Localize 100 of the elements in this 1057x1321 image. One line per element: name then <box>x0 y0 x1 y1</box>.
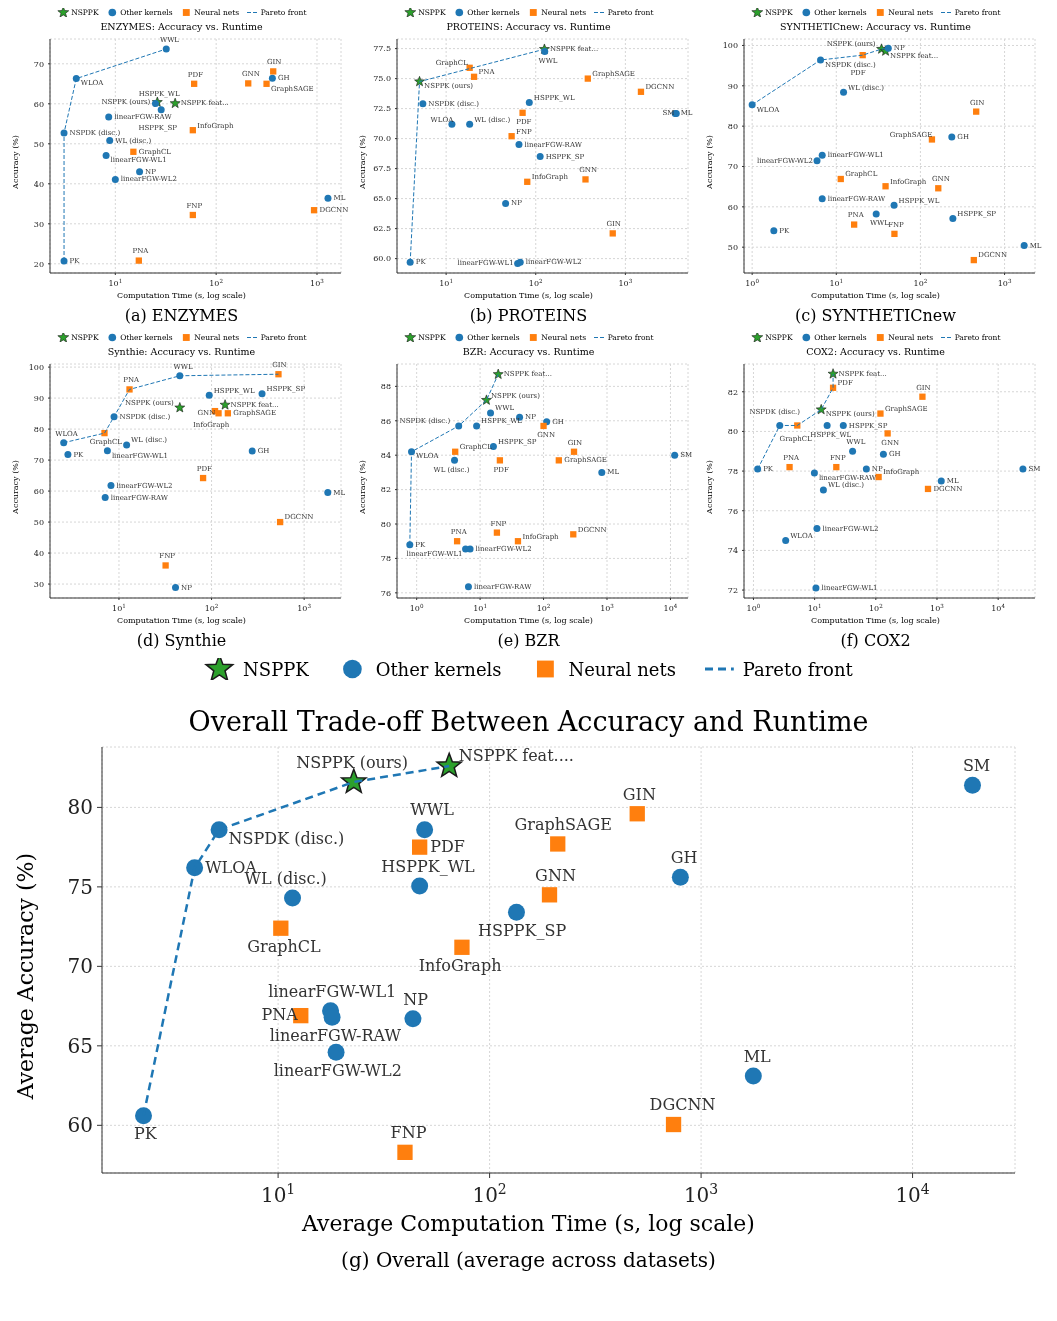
y-tick-label: 80 <box>727 121 738 131</box>
x-tick-label: 10$^{2}$ <box>208 277 223 288</box>
annotation: GH <box>670 848 698 868</box>
x-tick-label: 10$^{2}$ <box>204 602 219 613</box>
chart-title: SYNTHETICnew: Accuracy vs. Runtime <box>780 21 971 32</box>
annotation: linearFGW-WL2 <box>273 1060 402 1080</box>
x-tick-label: 10$^{4}$ <box>894 1181 930 1207</box>
x-tick-label: 10$^{2}$ <box>528 277 543 288</box>
y-tick-label: 70.0 <box>372 134 391 144</box>
y-tick-label: 78 <box>380 554 391 564</box>
y-axis-title: Accuracy (%) <box>357 135 367 189</box>
annotation: PK <box>133 1124 158 1144</box>
y-tick-label: 84 <box>380 450 391 460</box>
x-tick-label: 10$^{2}$ <box>868 602 883 613</box>
legend-label: Other kernels <box>375 658 502 680</box>
chart-title: COX2: Accuracy vs. Runtime <box>806 346 945 357</box>
x-tick-label: 10$^{3}$ <box>617 277 633 288</box>
x-axis-title: Computation Time (s, log scale) <box>117 616 246 625</box>
text: (a) ENZYMES <box>124 306 239 325</box>
y-tick-label: 67.5 <box>372 164 391 174</box>
x-tick-label: 10$^{0}$ <box>746 602 761 613</box>
y-tick-label: 78 <box>727 466 738 476</box>
annotation: GraphCL <box>246 936 321 956</box>
annotation: linearFGW-RAW <box>269 1025 401 1045</box>
y-tick-label: 75 <box>67 874 93 899</box>
legend-label: Pareto front <box>742 658 853 680</box>
text: (f) COX2 <box>840 631 911 650</box>
x-tick-label: 10$^{1}$ <box>807 602 822 613</box>
annotation: DGCNN <box>649 1095 715 1115</box>
y-tick-label: 76 <box>380 588 391 598</box>
x-tick-label: 10$^{3}$ <box>599 602 614 613</box>
y-axis-title: Accuracy (%) <box>10 460 20 514</box>
y-tick-label: 60.0 <box>372 254 391 264</box>
annotation: HSPPK_WL <box>380 856 475 876</box>
annotation: NSPPK (ours) <box>295 752 408 772</box>
y-tick-label: 40 <box>33 179 44 189</box>
annotation: GraphSAGE <box>514 814 612 834</box>
x-tick-label: 10$^{3}$ <box>997 277 1012 288</box>
y-tick-label: 62.5 <box>372 224 391 234</box>
y-tick-label: 60 <box>33 99 44 109</box>
annotation: GIN <box>622 784 656 804</box>
x-tick-label: 10$^{1}$ <box>472 602 487 613</box>
text: (e) BZR <box>497 631 560 650</box>
y-tick-label: 82 <box>727 387 738 397</box>
y-tick-label: 80 <box>380 519 391 529</box>
y-tick-label: 90 <box>33 393 44 403</box>
x-tick-label: 10$^{3}$ <box>296 602 311 613</box>
x-axis-title: Computation Time (s, log scale) <box>464 616 593 625</box>
x-tick-label: 10$^{3}$ <box>929 602 944 613</box>
y-tick-label: 60 <box>727 202 738 212</box>
x-axis-title: Average Computation Time (s, log scale) <box>302 1211 755 1236</box>
y-tick-label: 88 <box>380 382 391 392</box>
x-tick-label: 10$^{4}$ <box>663 602 678 613</box>
x-axis-title: Computation Time (s, log scale) <box>811 291 940 300</box>
y-tick-label: 65 <box>67 1033 93 1058</box>
y-tick-label: 50 <box>33 517 44 527</box>
annotation: linearFGW-WL1 <box>267 981 396 1001</box>
y-tick-label: 80 <box>67 795 93 820</box>
chart-title: BZR: Accuracy vs. Runtime <box>462 346 595 357</box>
x-tick-label: 10$^{2}$ <box>913 277 928 288</box>
x-tick-label: 10$^{2}$ <box>536 602 551 613</box>
annotation: ML <box>743 1046 771 1066</box>
y-tick-label: 77.5 <box>372 44 391 54</box>
y-axis-title: Accuracy (%) <box>704 460 714 514</box>
annotation: NSPPK feat.... <box>458 746 574 766</box>
y-tick-label: 70 <box>727 162 738 172</box>
annotation: InfoGraph <box>418 955 501 975</box>
y-tick-label: 60 <box>33 486 44 496</box>
y-tick-label: 30 <box>33 219 44 229</box>
y-tick-label: 75.0 <box>372 74 391 84</box>
annotation: WWL <box>409 800 454 820</box>
y-tick-label: 72.5 <box>372 104 391 114</box>
annotation: PDF <box>429 836 465 856</box>
y-axis-title: Average Accuracy (%) <box>12 852 38 1100</box>
text: (d) Synthie <box>136 631 227 650</box>
legend-label: NSPPK <box>243 658 309 680</box>
y-tick-label: 82 <box>380 485 391 495</box>
x-tick-label: 10$^{1}$ <box>111 602 126 613</box>
y-tick-label: 40 <box>33 548 44 558</box>
annotation: FNP <box>390 1123 427 1143</box>
y-axis-title: Accuracy (%) <box>10 135 20 189</box>
x-tick-label: 10$^{4}$ <box>990 602 1005 613</box>
x-tick-label: 10$^{0}$ <box>744 277 759 288</box>
x-tick-label: 10$^{1}$ <box>438 277 453 288</box>
y-tick-label: 65.0 <box>372 194 391 204</box>
annotation: SM <box>962 755 990 775</box>
x-tick-label: 10$^{1}$ <box>260 1181 295 1207</box>
chart-title: Synthie: Accuracy vs. Runtime <box>107 346 256 357</box>
y-tick-label: 50 <box>33 139 44 149</box>
legend-label: Neural nets <box>568 658 676 680</box>
x-tick-label: 10$^{3}$ <box>309 277 324 288</box>
y-tick-label: 80 <box>33 424 44 434</box>
chart-title: ENZYMES: Accuracy vs. Runtime <box>100 21 263 32</box>
x-tick-label: 10$^{0}$ <box>409 602 424 613</box>
x-axis-title: Computation Time (s, log scale) <box>811 616 940 625</box>
annotation: NP <box>402 989 428 1009</box>
chart-title: PROTEINS: Accuracy vs. Runtime <box>446 21 611 32</box>
y-tick-label: 100 <box>28 362 44 372</box>
y-tick-label: 74 <box>727 546 738 556</box>
annotation: NSPDK (disc.) <box>228 828 344 848</box>
